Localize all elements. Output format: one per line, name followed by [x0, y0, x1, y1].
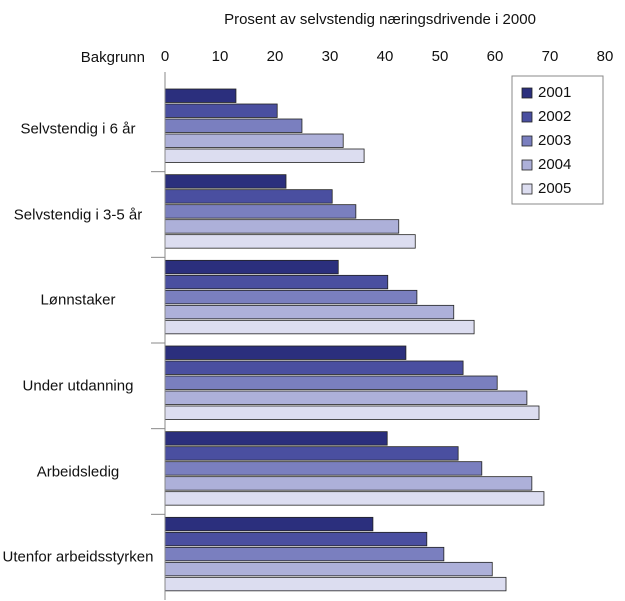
legend-label: 2002 [538, 108, 571, 125]
bar [164, 118, 303, 133]
bar [164, 289, 418, 305]
bar [164, 304, 455, 320]
y-tick-label: Utenfor arbeidsstyrken [2, 548, 154, 566]
bar [164, 431, 388, 446]
bar [164, 405, 540, 420]
bar [164, 133, 344, 148]
bar [164, 561, 493, 577]
bar [164, 446, 459, 461]
bar [164, 531, 428, 547]
bar [164, 103, 278, 118]
y-tick-label: Lønnstaker [40, 291, 116, 309]
bar [164, 576, 507, 592]
bar [164, 390, 528, 405]
bar [164, 360, 464, 375]
legend-swatch [521, 183, 533, 195]
x-tick-label: 60 [487, 48, 504, 65]
bar [164, 476, 533, 491]
y-tick-label: Arbeidsledig [36, 463, 120, 480]
chart-title: Prosent av selvstendig næringsdrivende i… [224, 11, 536, 28]
bar [164, 88, 237, 103]
bar [164, 491, 545, 506]
y-tick-label: Selvstendig i 3-5 år [13, 206, 143, 223]
bar [164, 189, 333, 204]
y-tick-label: Under utdanning [22, 377, 134, 395]
bar [164, 259, 339, 275]
legend-label: 2005 [538, 180, 571, 197]
legend-swatch [521, 159, 533, 171]
x-tick-label: 80 [597, 48, 614, 65]
bar [164, 204, 357, 219]
bar [164, 174, 287, 189]
bar [164, 345, 407, 360]
x-tick-label: 40 [377, 48, 394, 65]
bar [164, 546, 445, 562]
legend-label: 2004 [538, 156, 571, 173]
x-tick-label: 50 [432, 48, 449, 65]
legend-swatch [521, 135, 533, 147]
axis-label: Bakgrunn [81, 49, 145, 66]
bar [164, 219, 400, 234]
x-tick-label: 30 [322, 48, 339, 65]
x-tick-label: 70 [542, 48, 559, 65]
bar [164, 274, 389, 290]
legend-swatch [521, 111, 533, 123]
bar [164, 461, 483, 476]
legend-swatch [521, 87, 533, 99]
bar [164, 516, 374, 532]
x-tick-label: 20 [267, 48, 284, 65]
y-tick-label: Selvstendig i 6 år [20, 120, 136, 138]
bar [164, 148, 365, 163]
x-tick-label: 10 [212, 48, 229, 65]
legend-label: 2001 [538, 84, 571, 101]
bar [164, 234, 416, 249]
legend-label: 2003 [538, 132, 571, 149]
bar [164, 319, 475, 335]
bar [164, 375, 498, 390]
x-tick-label: 0 [161, 48, 169, 65]
